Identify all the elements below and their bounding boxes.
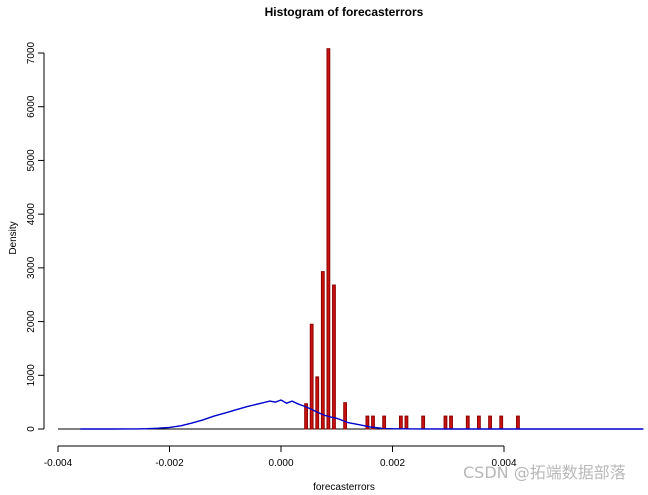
y-tick-label: 6000 — [26, 95, 37, 118]
x-tick-label: -0.002 — [155, 458, 184, 469]
histogram-bar — [443, 415, 448, 430]
x-axis-label: forecasterrors — [313, 482, 375, 493]
histogram-bar — [320, 271, 325, 430]
histogram-bars — [304, 48, 520, 430]
histogram-bar — [332, 284, 336, 430]
y-tick-label: 1000 — [26, 364, 37, 387]
y-tick-label: 5000 — [26, 149, 37, 172]
y-tick-label: 0 — [26, 426, 37, 432]
histogram-bar — [309, 323, 314, 430]
histogram-bar — [449, 415, 453, 430]
histogram-bar — [343, 402, 348, 430]
density-line-group — [80, 399, 644, 430]
y-tick-label: 2000 — [26, 310, 37, 333]
x-tick-label: 0.000 — [268, 458, 293, 469]
histogram-bar — [365, 415, 370, 430]
histogram-bar — [516, 415, 520, 430]
histogram-bar — [382, 415, 387, 430]
y-tick-label: 3000 — [26, 256, 37, 279]
histogram-bar — [404, 415, 409, 430]
histogram-bar — [477, 415, 481, 430]
x-tick-label: -0.004 — [44, 458, 73, 469]
histogram-bar — [465, 415, 470, 430]
chart-title: Histogram of forecasterrors — [265, 5, 424, 19]
histogram-bar — [421, 415, 426, 430]
histogram-bar — [371, 415, 375, 430]
y-tick-label: 7000 — [26, 41, 37, 64]
histogram-bar — [304, 403, 308, 430]
histogram-bar — [499, 415, 504, 430]
x-tick-label: 0.004 — [491, 458, 516, 469]
y-tick-label: 4000 — [26, 203, 37, 226]
histogram-bar — [488, 415, 492, 430]
histogram-bar — [398, 415, 403, 430]
y-axis-label: Density — [8, 221, 19, 254]
x-tick-label: 0.002 — [380, 458, 405, 469]
density-line — [80, 399, 644, 430]
watermark: CSDN @拓端数据部落 — [463, 463, 626, 482]
histogram-bar — [326, 48, 331, 430]
histogram-bar — [315, 376, 320, 430]
